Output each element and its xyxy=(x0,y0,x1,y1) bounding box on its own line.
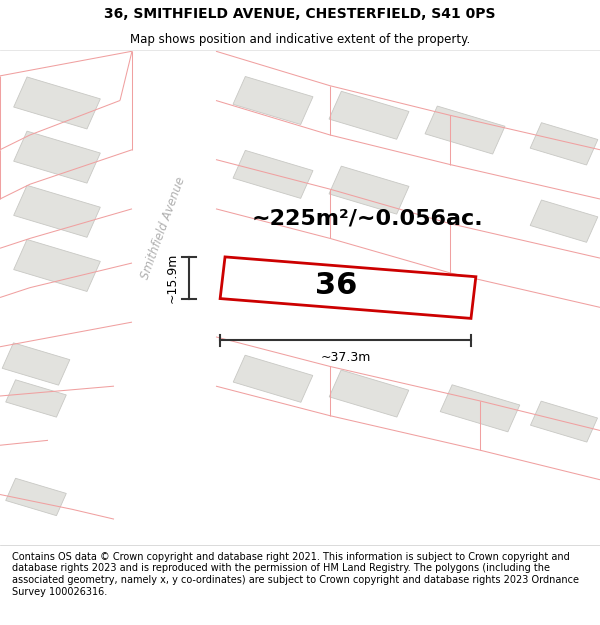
Polygon shape xyxy=(440,385,520,432)
Polygon shape xyxy=(530,200,598,242)
Text: 36: 36 xyxy=(315,271,357,299)
Text: ~37.3m: ~37.3m xyxy=(320,351,371,364)
Polygon shape xyxy=(14,239,100,291)
Text: Map shows position and indicative extent of the property.: Map shows position and indicative extent… xyxy=(130,34,470,46)
Polygon shape xyxy=(6,380,66,417)
Text: Smithfield Avenue: Smithfield Avenue xyxy=(139,176,188,281)
Text: ~15.9m: ~15.9m xyxy=(165,253,178,303)
Polygon shape xyxy=(530,122,598,165)
Text: 36, SMITHFIELD AVENUE, CHESTERFIELD, S41 0PS: 36, SMITHFIELD AVENUE, CHESTERFIELD, S41… xyxy=(104,8,496,21)
Polygon shape xyxy=(329,370,409,417)
Polygon shape xyxy=(329,91,409,139)
Polygon shape xyxy=(14,131,100,183)
Polygon shape xyxy=(220,257,476,318)
Polygon shape xyxy=(114,51,240,544)
Polygon shape xyxy=(233,76,313,124)
Polygon shape xyxy=(530,401,598,442)
Polygon shape xyxy=(14,186,100,238)
Text: Contains OS data © Crown copyright and database right 2021. This information is : Contains OS data © Crown copyright and d… xyxy=(12,552,579,597)
Polygon shape xyxy=(14,77,100,129)
Polygon shape xyxy=(425,106,505,154)
Text: ~225m²/~0.056ac.: ~225m²/~0.056ac. xyxy=(252,209,484,229)
Polygon shape xyxy=(233,151,313,198)
Polygon shape xyxy=(233,355,313,402)
Polygon shape xyxy=(6,478,66,516)
Polygon shape xyxy=(329,166,409,214)
Polygon shape xyxy=(0,411,600,549)
Polygon shape xyxy=(2,343,70,385)
